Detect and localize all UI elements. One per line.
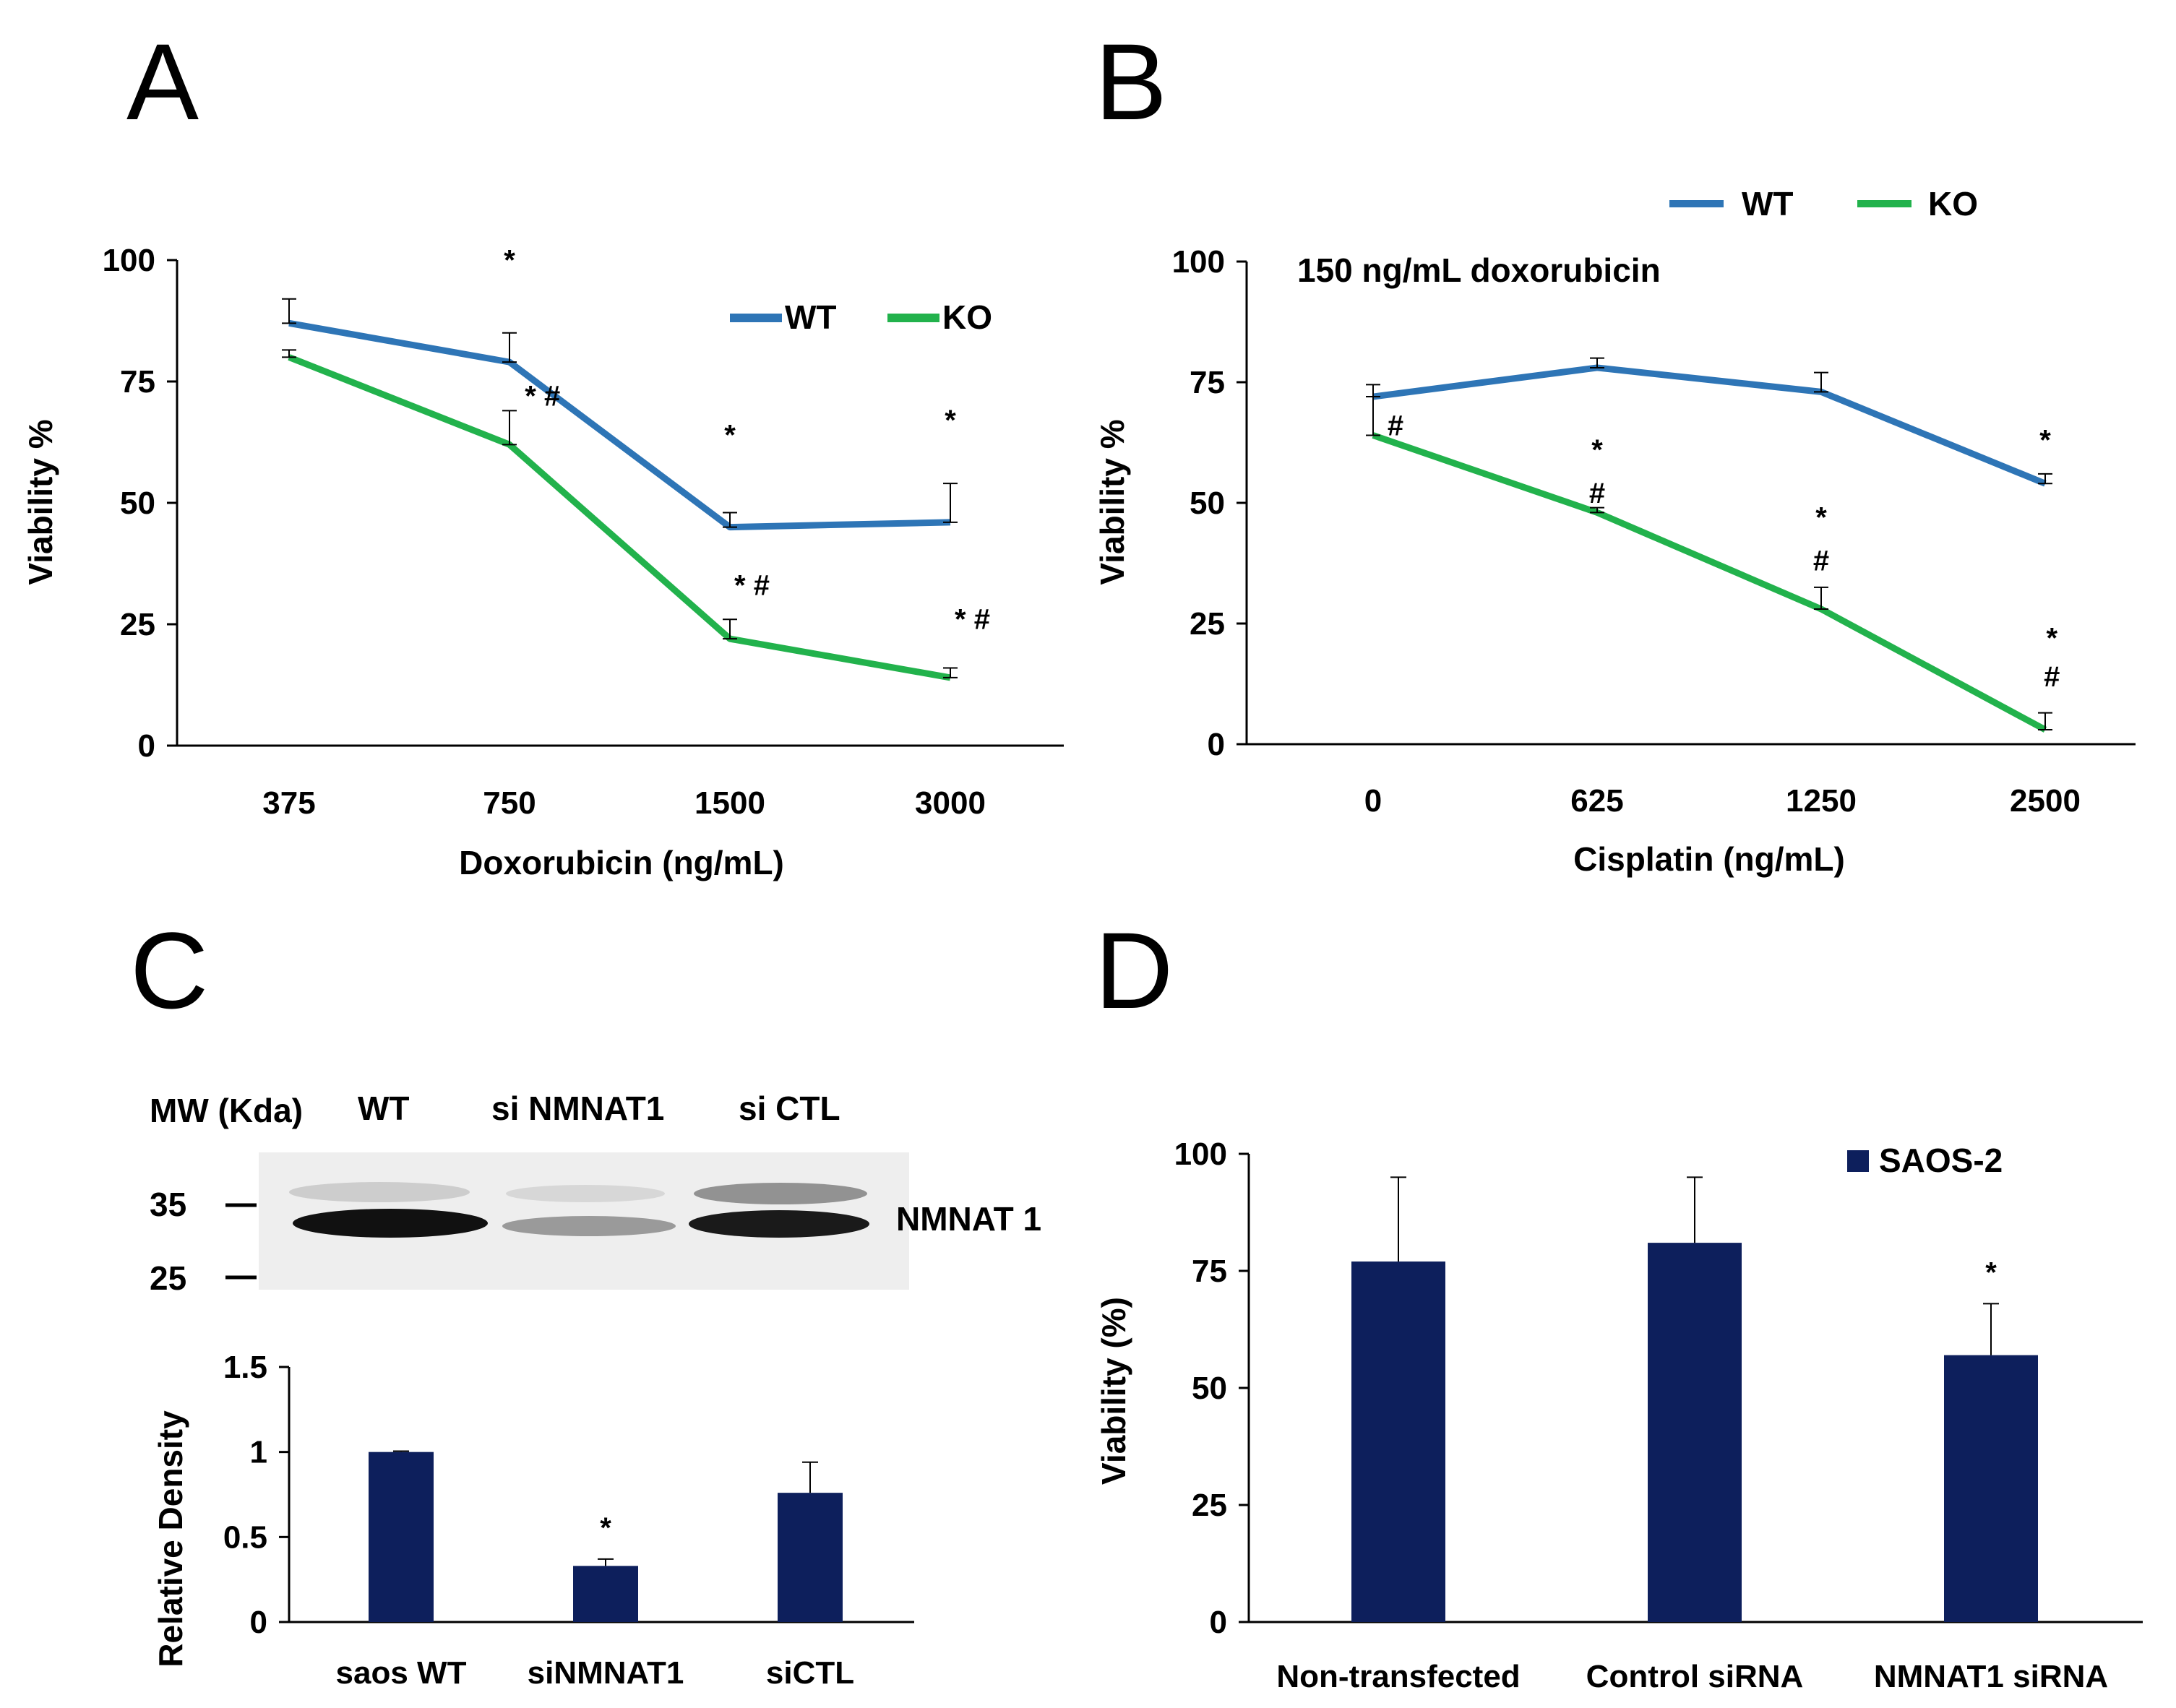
y-tick-label: 100	[1172, 244, 1225, 280]
x-tick-label: NMNAT1 siRNA	[1874, 1659, 2108, 1694]
significance-marker: *	[1815, 501, 1827, 533]
chart-panel-b: Viability % Cisplatin (ng/mL) 150 ng/mL …	[1093, 185, 2136, 878]
y-tick-label: 50	[1190, 486, 1225, 521]
x-axis-title: Doxorubicin (ng/mL)	[459, 844, 784, 881]
legend-label-wt: WT	[785, 298, 837, 336]
x-tick-label: 3000	[915, 785, 986, 821]
bar	[369, 1452, 434, 1622]
significance-marker: *	[945, 405, 956, 436]
blot-band-faint-wt	[289, 1182, 470, 1202]
bar	[1648, 1243, 1742, 1622]
blot-band-faint-sinmnat1	[506, 1185, 665, 1202]
y-axis-title: Relative Density	[152, 1410, 189, 1668]
y-tick-label: 0	[1208, 727, 1225, 762]
chart-panel-a: Viability % Doxorubicin (ng/mL) 0 25 50 75 1…	[22, 243, 1064, 881]
legend: WT KO	[1669, 185, 1978, 223]
legend-swatch-saos2	[1847, 1150, 1869, 1172]
significance-marker: #	[2044, 661, 2060, 693]
y-axis-title: Viability %	[1093, 419, 1131, 585]
bar	[1351, 1261, 1445, 1622]
y-axis-title: Viability %	[22, 419, 59, 585]
chart-panel-c: Relative Density 0 0.5 1 1.5 saos WT siNMNAT…	[152, 1350, 914, 1691]
bar	[778, 1493, 843, 1622]
x-tick-label: 750	[483, 785, 536, 821]
y-tick-label: 0	[1210, 1605, 1227, 1640]
significance-marker: *	[724, 419, 736, 451]
panel-letter-a: A	[126, 21, 199, 142]
blot-band-sictl	[689, 1210, 869, 1238]
series-line-ko	[1372, 432, 2047, 733]
significance-marker: #	[1589, 478, 1605, 509]
legend-label-ko: KO	[942, 298, 992, 336]
y-tick-label: 25	[120, 607, 155, 642]
series-line-ko	[288, 354, 951, 681]
legend: SAOS-2	[1847, 1142, 2003, 1179]
y-tick-label: 50	[120, 486, 155, 521]
significance-marker: *	[504, 244, 515, 276]
y-tick-label: 100	[103, 243, 155, 278]
significance-marker: *	[600, 1512, 611, 1544]
chart-subtitle: 150 ng/mL doxorubicin	[1297, 251, 1661, 289]
y-tick-label: 75	[1190, 365, 1225, 400]
x-tick-label: Non-transfected	[1276, 1659, 1520, 1694]
legend-label-saos2: SAOS-2	[1879, 1142, 2003, 1179]
x-tick-label: 2500	[2010, 783, 2081, 819]
mw-marker-35: 35	[150, 1186, 186, 1223]
x-tick-label: siNMNAT1	[528, 1655, 684, 1691]
significance-marker: *	[2039, 425, 2051, 457]
x-tick-label: 375	[262, 785, 315, 821]
x-tick-label: saos WT	[336, 1655, 467, 1691]
y-tick-label: 1.5	[223, 1350, 267, 1385]
x-tick-label: 0	[1364, 783, 1382, 819]
y-tick-label: 0	[250, 1605, 267, 1640]
significance-marker: #	[1813, 545, 1829, 577]
panel-letter-c: C	[130, 910, 208, 1031]
y-tick-label: 0.5	[223, 1519, 267, 1555]
significance-marker: *	[2047, 622, 2058, 654]
legend-label-wt: WT	[1742, 185, 1794, 223]
blot-header-wt: WT	[358, 1090, 410, 1127]
x-tick-label: 1250	[1786, 783, 1857, 819]
bar	[1944, 1355, 2038, 1622]
legend: WT KO	[730, 298, 992, 336]
blot-header-sinmnat1: si NMNAT1	[491, 1090, 664, 1127]
x-tick-label: 1500	[694, 785, 765, 821]
chart-panel-d: Viability (%) 0 25 50 75 100 Non-transfected…	[1095, 1136, 2143, 1694]
western-blot: MW (Kda) WT si NMNAT1 si CTL 35 25 NMNAT…	[150, 1090, 1041, 1297]
y-tick-label: 100	[1174, 1136, 1227, 1172]
x-tick-label: Control siRNA	[1586, 1659, 1804, 1694]
x-tick-label: siCTL	[766, 1655, 854, 1691]
significance-marker: * #	[734, 570, 770, 602]
bar	[573, 1566, 638, 1622]
blot-header-sictl: si CTL	[739, 1090, 840, 1127]
y-tick-label: 25	[1190, 606, 1225, 642]
blot-header-mw: MW (Kda)	[150, 1092, 303, 1129]
y-tick-label: 25	[1192, 1488, 1227, 1523]
x-axis-title: Cisplatin (ng/mL)	[1573, 840, 1845, 878]
panel-letter-d: D	[1095, 910, 1173, 1031]
y-tick-label: 75	[120, 364, 155, 400]
blot-band-wt	[293, 1209, 488, 1238]
y-axis-title: Viability (%)	[1095, 1297, 1132, 1485]
blot-band-faint-sictl	[694, 1183, 867, 1204]
series-line-wt	[288, 319, 951, 531]
panel-letter-b: B	[1095, 21, 1167, 142]
legend-label-ko: KO	[1928, 185, 1978, 223]
significance-marker: #	[1388, 410, 1403, 441]
significance-marker: * #	[525, 381, 560, 413]
y-tick-label: 75	[1192, 1254, 1227, 1289]
y-tick-label: 1	[250, 1435, 267, 1470]
mw-marker-25: 25	[150, 1259, 186, 1297]
x-tick-label: 625	[1570, 783, 1623, 819]
blot-band-sinmnat1	[502, 1216, 676, 1236]
y-tick-label: 0	[138, 728, 155, 764]
significance-marker: * #	[955, 604, 990, 636]
significance-marker: *	[1985, 1256, 1997, 1288]
series-line-wt	[1372, 364, 2047, 487]
significance-marker: *	[1591, 434, 1603, 466]
band-label: NMNAT 1	[896, 1200, 1041, 1238]
y-tick-label: 50	[1192, 1371, 1227, 1406]
